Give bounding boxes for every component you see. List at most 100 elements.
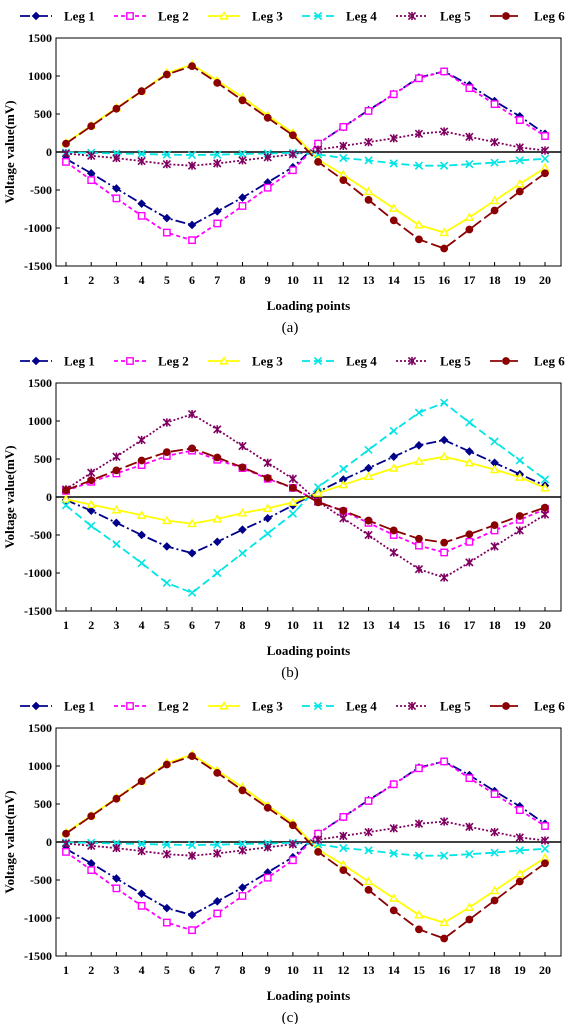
data-point — [389, 216, 398, 225]
data-point — [490, 437, 499, 446]
legend-marker — [219, 700, 229, 710]
x-tick-label: 12 — [337, 273, 349, 287]
data-point — [112, 194, 121, 203]
data-point — [86, 506, 96, 515]
data-point — [439, 161, 449, 170]
data-point — [363, 876, 374, 886]
data-point — [212, 896, 222, 906]
data-point — [364, 463, 373, 473]
data-point — [439, 851, 449, 860]
legend-item-4: Leg 4 — [302, 354, 377, 369]
data-point — [389, 548, 398, 557]
data-point — [288, 856, 297, 865]
data-point — [137, 199, 146, 208]
data-point — [439, 127, 449, 136]
legend-label: Leg 3 — [252, 354, 283, 369]
y-tick-label: -500 — [30, 183, 52, 197]
data-point — [414, 909, 424, 919]
data-point — [212, 206, 222, 216]
legend-marker — [502, 702, 510, 710]
legend-marker — [126, 702, 134, 710]
data-point — [263, 803, 272, 812]
data-point — [87, 521, 96, 531]
data-point — [439, 398, 449, 407]
data-point — [137, 530, 146, 540]
data-point — [515, 526, 524, 535]
y-tick-label: 500 — [34, 452, 52, 466]
data-point — [263, 513, 272, 523]
y-tick-label: -500 — [30, 528, 52, 542]
data-point — [137, 435, 146, 445]
legend-item-4: Leg 4 — [302, 9, 377, 24]
x-tick-label: 14 — [388, 273, 400, 287]
x-tick-label: 5 — [164, 618, 170, 632]
data-point — [415, 235, 423, 244]
series-line — [65, 760, 546, 916]
x-axis-title: Loading points — [267, 298, 350, 313]
series-5 — [61, 817, 550, 860]
data-point — [414, 129, 424, 138]
data-point — [388, 463, 399, 472]
y-tick-label: 0 — [46, 835, 52, 849]
data-point — [162, 448, 171, 457]
data-point — [288, 483, 297, 492]
x-tick-label: 14 — [388, 963, 400, 977]
data-point — [187, 518, 197, 528]
data-point — [541, 822, 549, 830]
legend-item-5: Leg 5 — [396, 354, 471, 369]
data-point — [465, 84, 474, 93]
data-point — [540, 146, 550, 155]
data-point — [339, 843, 348, 853]
data-point — [465, 558, 474, 567]
panel-label: (a) — [282, 320, 299, 336]
legend-item-5: Leg 5 — [396, 699, 471, 714]
data-point — [213, 768, 222, 777]
data-point — [364, 516, 373, 525]
legend-marker — [126, 12, 134, 20]
y-tick-label: -1000 — [24, 911, 52, 925]
data-point — [188, 926, 196, 935]
data-point — [515, 116, 524, 124]
data-point — [364, 885, 373, 894]
data-point — [238, 441, 247, 451]
y-tick-label: 0 — [46, 490, 52, 504]
x-tick-label: 11 — [312, 618, 323, 632]
data-point — [339, 831, 348, 841]
y-tick-label: 1000 — [28, 414, 52, 428]
data-point — [339, 123, 348, 131]
series-6 — [62, 62, 549, 253]
chart-panel-2: Leg 1 Leg 2 Leg 3 Leg 4 Leg 5 Leg 6 -1500 -1000… — [2, 354, 565, 682]
data-point — [489, 464, 500, 474]
data-point — [465, 418, 474, 427]
data-point — [238, 549, 247, 558]
x-tick-label: 2 — [88, 618, 94, 632]
legend: Leg 1 Leg 2 Leg 3 Leg 4 Leg 5 Leg 6 — [20, 354, 565, 369]
legend-item-2: Leg 2 — [114, 9, 189, 24]
data-point — [465, 132, 474, 141]
data-point — [136, 510, 147, 519]
series-6 — [62, 444, 549, 547]
legend-label: Leg 2 — [158, 699, 189, 714]
x-tick-label: 15 — [413, 618, 425, 632]
data-point — [238, 96, 247, 105]
data-point — [137, 87, 146, 96]
data-point — [238, 463, 247, 472]
data-point — [339, 514, 348, 523]
legend-marker — [31, 701, 41, 711]
x-tick-label: 16 — [438, 273, 450, 287]
data-point — [389, 90, 398, 99]
data-point — [288, 150, 298, 159]
data-point — [263, 529, 272, 538]
data-point — [490, 137, 499, 147]
data-point — [540, 510, 550, 519]
series-line — [65, 413, 546, 579]
legend-marker — [313, 11, 323, 21]
data-point — [515, 143, 524, 152]
data-point — [465, 774, 474, 783]
data-point — [515, 846, 524, 855]
data-point — [364, 846, 373, 855]
y-tick-label: -500 — [30, 873, 52, 887]
data-point — [61, 839, 71, 848]
data-point — [465, 530, 474, 539]
legend-label: Leg 2 — [158, 9, 189, 24]
